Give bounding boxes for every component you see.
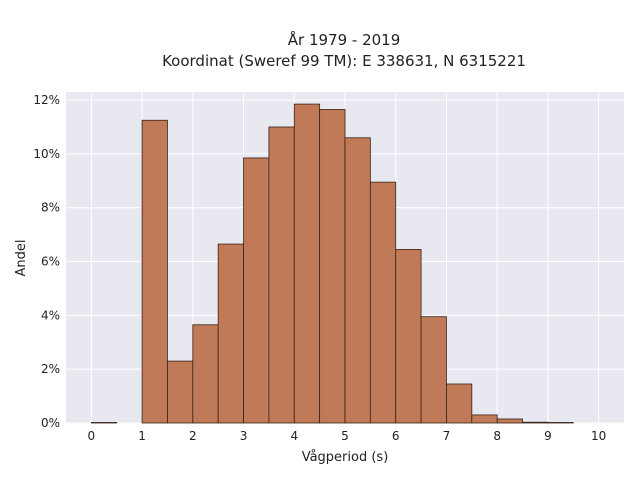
histogram-bar bbox=[217, 243, 244, 424]
y-tick-label: 8% bbox=[41, 201, 60, 215]
y-ticks: 0% 2% 4% 6% 8% 10% 12% bbox=[33, 93, 60, 430]
x-axis-label: Vågperiod (s) bbox=[302, 450, 389, 465]
histogram-bar bbox=[395, 249, 422, 424]
y-tick-label: 12% bbox=[33, 93, 60, 107]
y-tick-label: 4% bbox=[41, 308, 60, 322]
y-tick-label: 6% bbox=[41, 255, 60, 269]
histogram-bar bbox=[344, 137, 371, 424]
x-tick-label: 10 bbox=[591, 429, 606, 443]
histogram-bar bbox=[446, 383, 473, 424]
x-ticks: 0 1 2 3 4 5 6 7 8 9 10 bbox=[88, 429, 607, 443]
y-tick-label: 0% bbox=[41, 416, 60, 430]
histogram-bar bbox=[90, 422, 118, 424]
x-tick-label: 5 bbox=[341, 429, 349, 443]
histogram-bar bbox=[141, 119, 168, 424]
x-tick-label: 4 bbox=[290, 429, 298, 443]
histogram-bar bbox=[522, 421, 549, 424]
chart-title: År 1979 - 2019 bbox=[288, 30, 401, 49]
histogram-bar bbox=[420, 316, 447, 424]
histogram-bar bbox=[547, 422, 574, 424]
x-tick-label: 3 bbox=[240, 429, 248, 443]
histogram-bar bbox=[293, 103, 321, 424]
histogram-bar bbox=[167, 360, 194, 424]
histogram-bar bbox=[319, 109, 346, 424]
chart-subtitle: Koordinat (Sweref 99 TM): E 338631, N 63… bbox=[162, 52, 526, 70]
x-tick-label: 0 bbox=[88, 429, 96, 443]
bars bbox=[90, 103, 574, 424]
histogram-bar bbox=[243, 157, 270, 424]
x-tick-label: 2 bbox=[189, 429, 197, 443]
y-tick-label: 2% bbox=[41, 362, 60, 376]
x-tick-label: 7 bbox=[443, 429, 451, 443]
y-axis-label: Andel bbox=[14, 240, 29, 277]
histogram-bar bbox=[268, 126, 295, 424]
x-tick-label: 1 bbox=[138, 429, 146, 443]
histogram-bar bbox=[471, 414, 498, 424]
x-tick-label: 8 bbox=[493, 429, 501, 443]
histogram-bar bbox=[369, 181, 397, 424]
x-tick-label: 6 bbox=[392, 429, 400, 443]
histogram-bar bbox=[496, 418, 523, 424]
y-tick-label: 10% bbox=[33, 147, 60, 161]
histogram-bar bbox=[192, 324, 219, 424]
x-tick-label: 9 bbox=[544, 429, 552, 443]
